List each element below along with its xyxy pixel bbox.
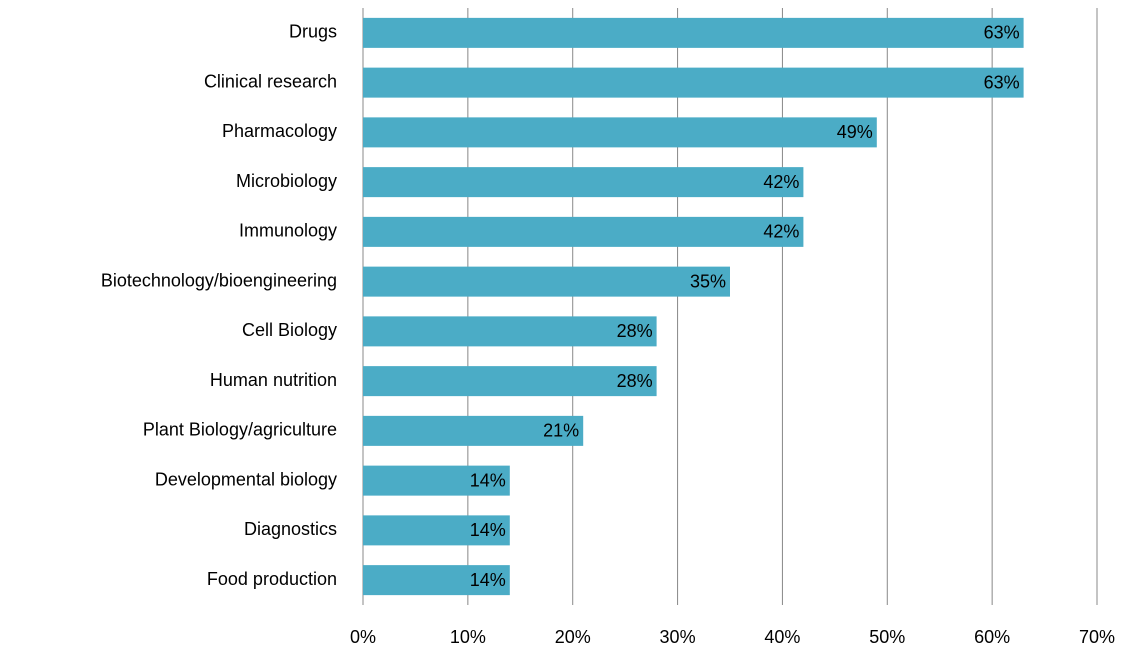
data-label: 42% [763, 222, 799, 242]
x-tick-label: 30% [660, 627, 696, 647]
bar [363, 216, 804, 247]
data-label: 35% [690, 271, 726, 291]
y-tick-label: Pharmacology [222, 121, 337, 141]
x-tick-label: 60% [974, 627, 1010, 647]
data-label: 14% [470, 570, 506, 590]
bar [363, 117, 877, 148]
y-tick-label: Food production [207, 569, 337, 589]
x-tick-label: 20% [555, 627, 591, 647]
bar [363, 316, 657, 347]
data-label: 63% [984, 72, 1020, 92]
bar [363, 366, 657, 397]
y-tick-label: Diagnostics [244, 519, 337, 539]
x-tick-label: 40% [764, 627, 800, 647]
data-label: 14% [470, 520, 506, 540]
x-tick-label: 0% [350, 627, 376, 647]
bar [363, 167, 804, 198]
data-label: 28% [617, 371, 653, 391]
y-tick-label: Developmental biology [155, 469, 337, 489]
y-tick-label: Clinical research [204, 71, 337, 91]
bar [363, 465, 510, 496]
y-tick-label: Microbiology [236, 171, 337, 191]
y-tick-label: Drugs [289, 22, 337, 42]
bar [363, 565, 510, 596]
x-tick-label: 70% [1079, 627, 1115, 647]
x-tick-label: 10% [450, 627, 486, 647]
x-tick-label: 50% [869, 627, 905, 647]
data-label: 63% [984, 23, 1020, 43]
data-label: 21% [543, 421, 579, 441]
data-label: 49% [837, 122, 873, 142]
y-tick-label: Biotechnology/bioengineering [101, 270, 337, 290]
data-label: 42% [763, 172, 799, 192]
bar [363, 17, 1024, 48]
y-tick-label: Cell Biology [242, 320, 337, 340]
bar [363, 67, 1024, 98]
y-tick-label: Plant Biology/agriculture [143, 420, 337, 440]
bar [363, 415, 584, 446]
bar [363, 266, 730, 297]
data-label: 28% [617, 321, 653, 341]
y-tick-label: Immunology [239, 221, 337, 241]
bar [363, 515, 510, 546]
y-tick-label: Human nutrition [210, 370, 337, 390]
data-label: 14% [470, 470, 506, 490]
